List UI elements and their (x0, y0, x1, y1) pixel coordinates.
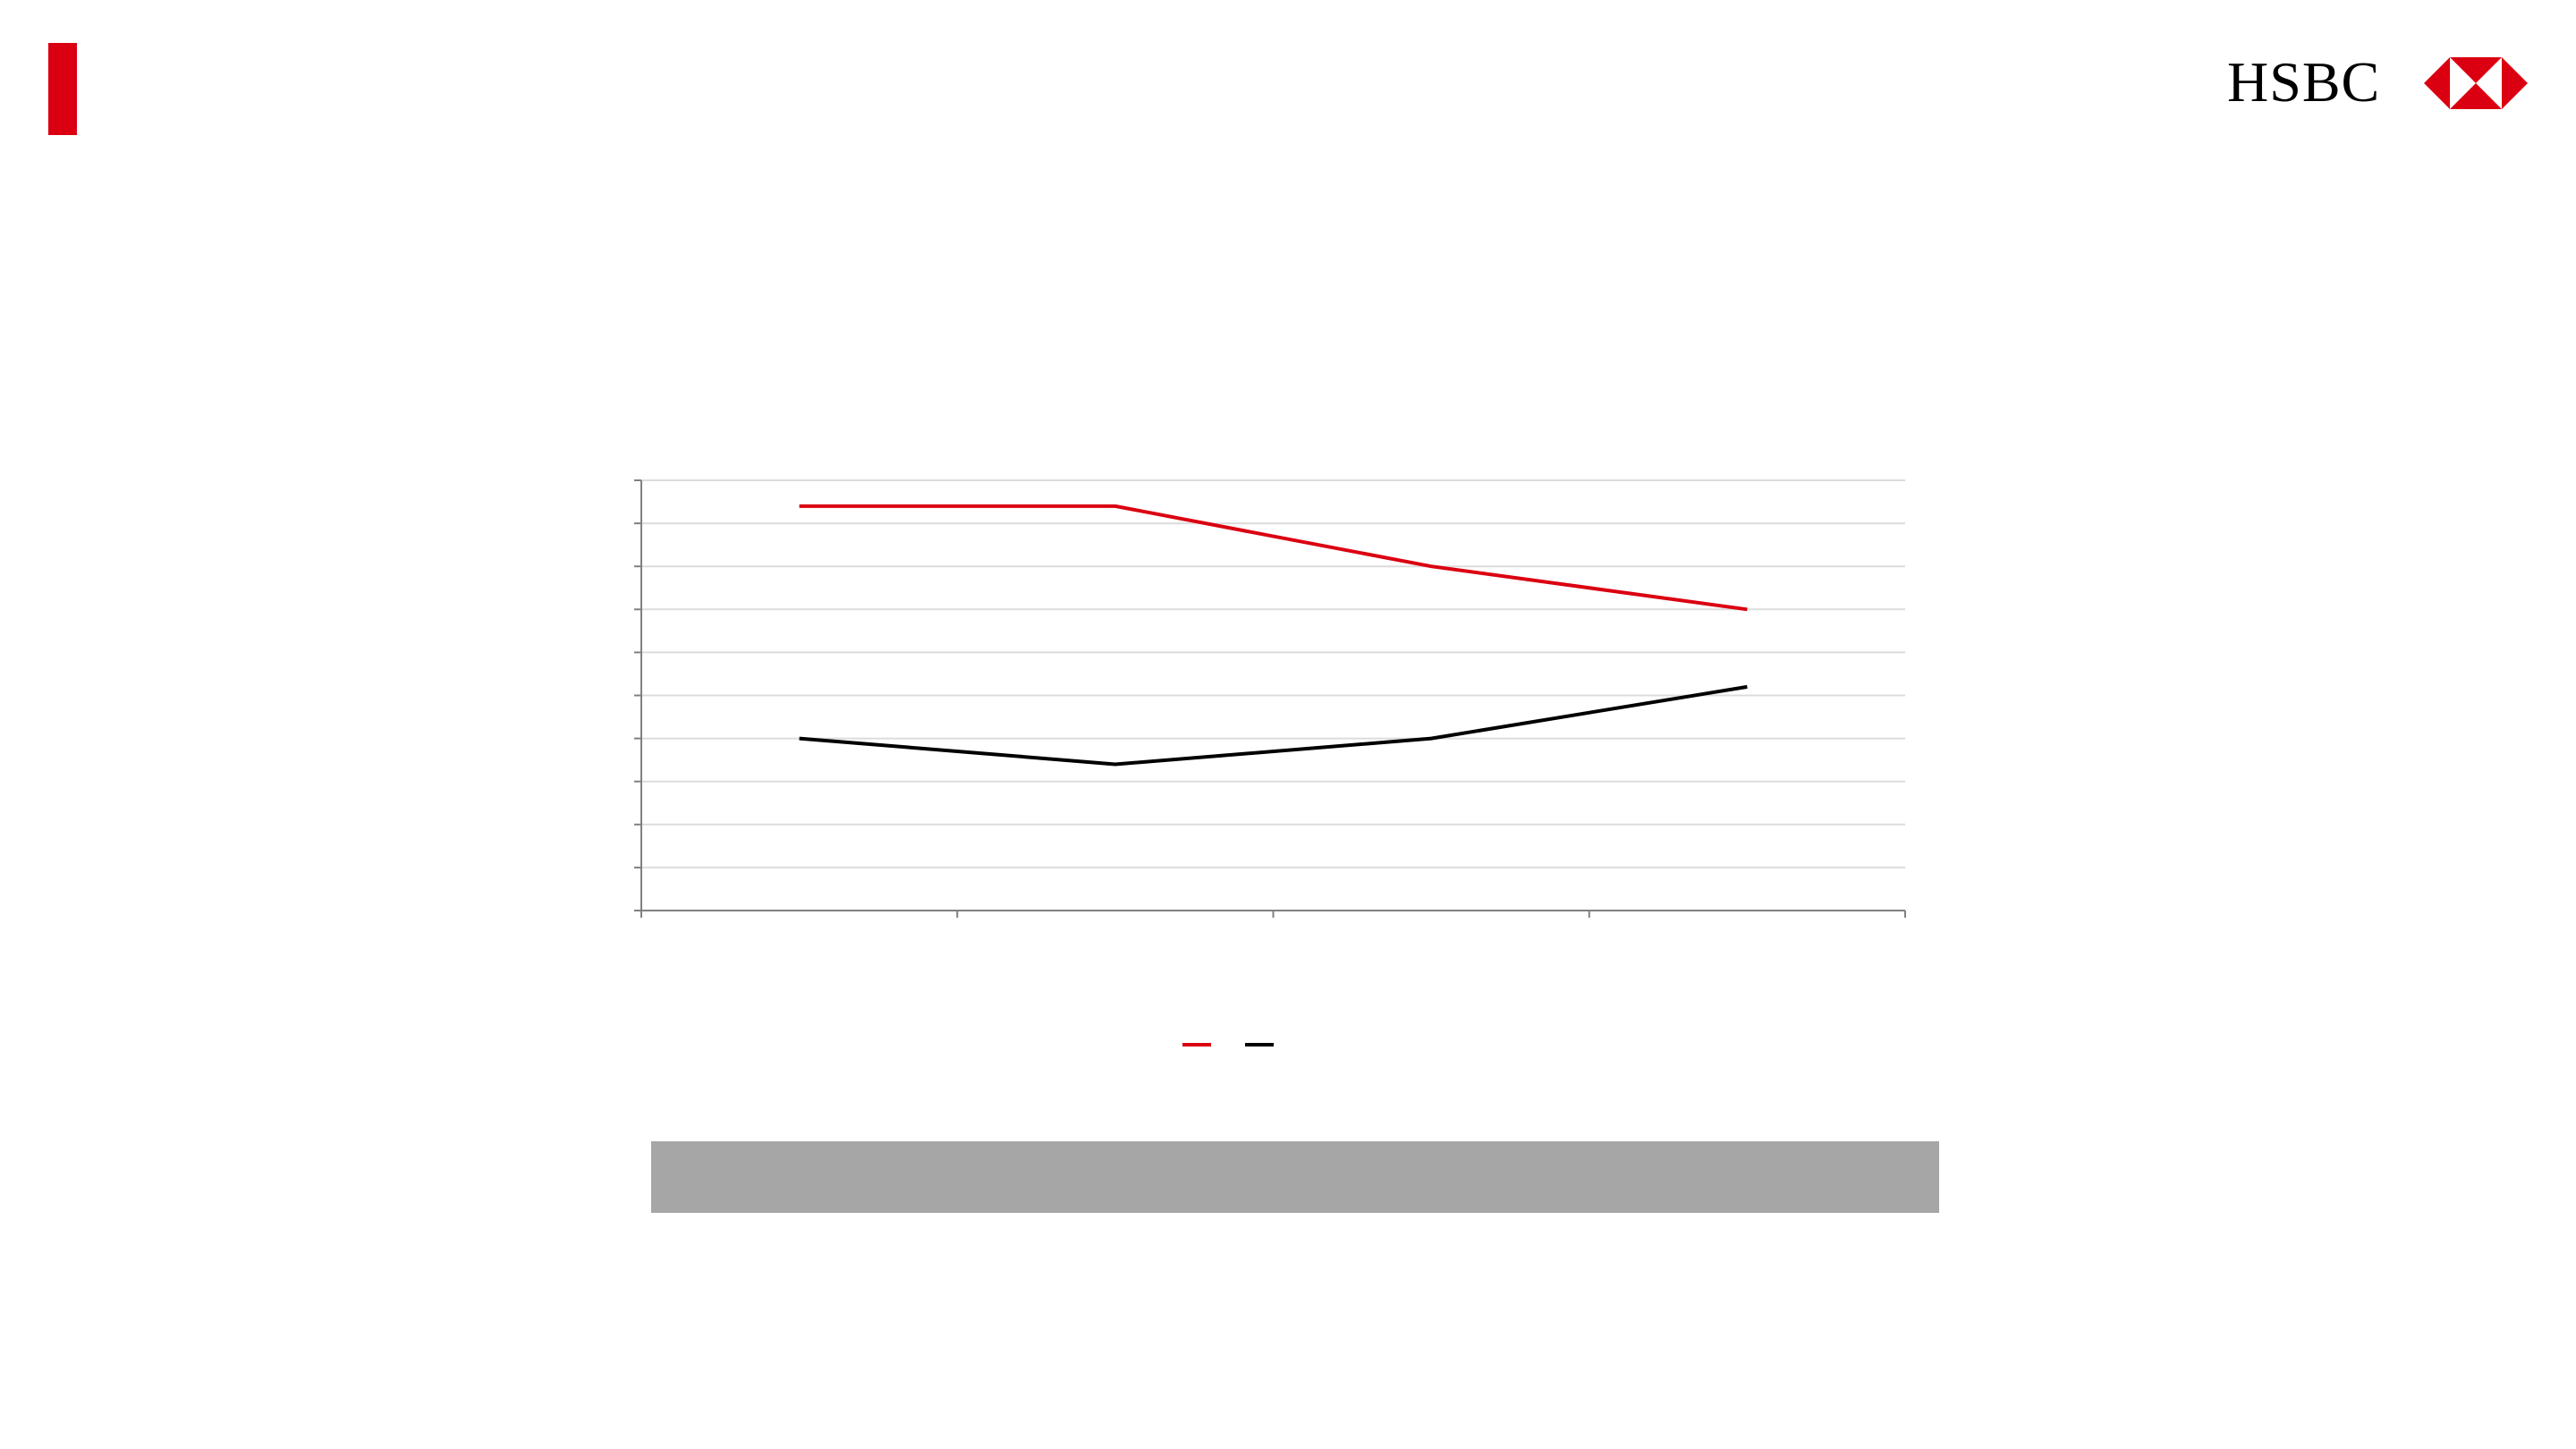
hsbc-logo: HSBC (2227, 47, 2531, 118)
footer-banner (651, 1141, 1939, 1213)
logo-wordmark: HSBC (2227, 50, 2381, 114)
series-line-2 (799, 684, 1748, 767)
series-line-1 (799, 504, 1748, 612)
chart-gridlines (641, 479, 1905, 869)
chart-series (799, 504, 1748, 767)
chart-axes (634, 479, 1906, 918)
title-accent-bar (48, 43, 77, 135)
hsbc-hexagon-icon (2424, 57, 2528, 109)
